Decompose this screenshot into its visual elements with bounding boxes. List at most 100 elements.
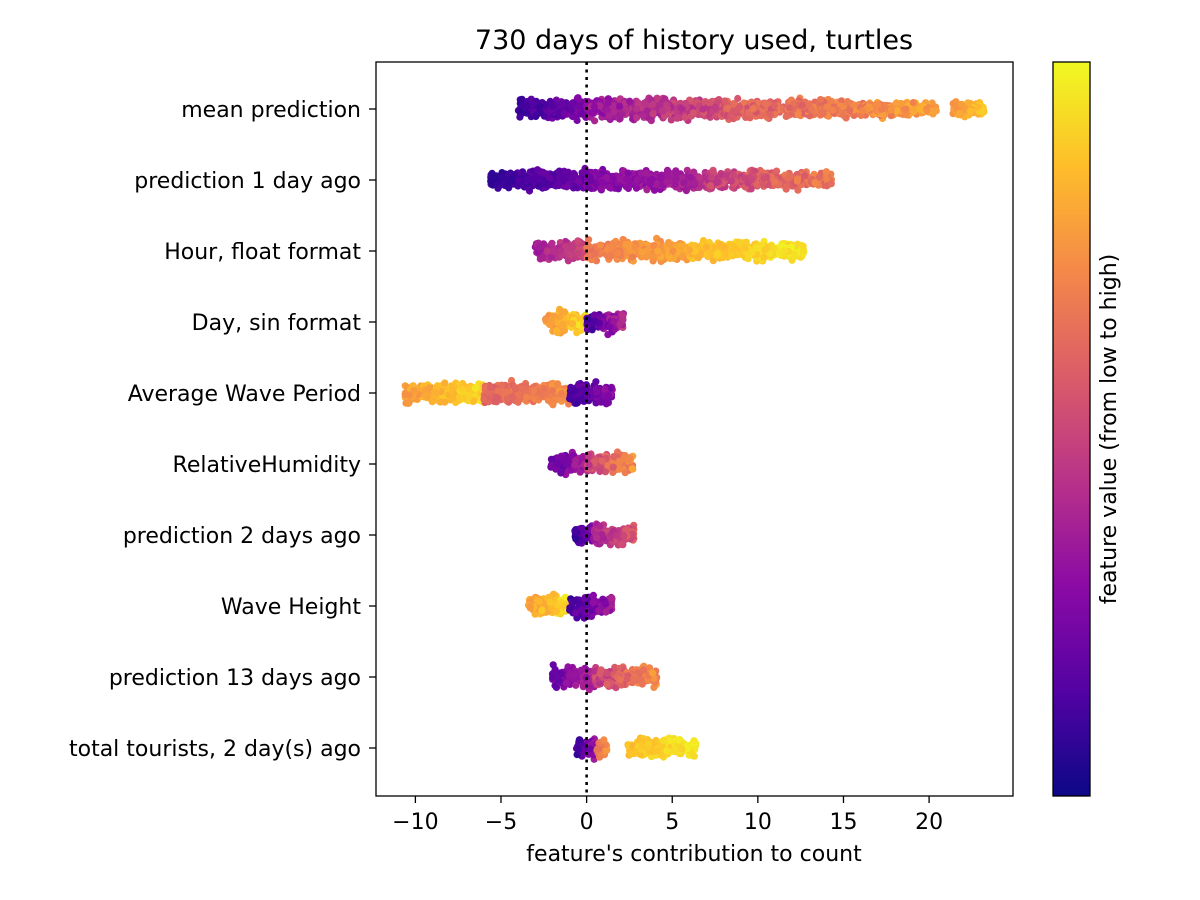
feature-points-7 — [524, 590, 616, 622]
data-point — [610, 317, 618, 325]
data-point — [638, 248, 646, 256]
data-point — [667, 116, 675, 124]
data-point — [641, 100, 650, 109]
data-point — [794, 111, 802, 119]
data-point — [657, 173, 665, 181]
data-point — [607, 243, 616, 251]
data-point — [541, 101, 550, 109]
data-point — [633, 105, 641, 113]
data-point — [823, 103, 832, 111]
data-point — [534, 182, 543, 190]
data-point — [624, 169, 632, 177]
data-point — [604, 392, 612, 400]
data-point — [549, 401, 557, 409]
data-point — [633, 114, 641, 122]
data-point — [560, 109, 568, 117]
data-point — [431, 388, 439, 397]
data-point — [628, 253, 636, 261]
data-point — [570, 182, 579, 190]
data-point — [615, 102, 624, 110]
data-point — [591, 117, 599, 125]
data-point — [486, 383, 494, 392]
data-point — [517, 102, 525, 110]
data-point — [614, 185, 622, 193]
data-point — [689, 109, 697, 117]
data-point — [887, 106, 896, 114]
data-point — [734, 94, 742, 103]
data-point — [714, 250, 722, 258]
data-point — [618, 540, 626, 549]
feature-points-3 — [542, 305, 628, 339]
data-point — [552, 607, 561, 616]
data-point — [800, 172, 809, 180]
data-point — [727, 177, 736, 185]
data-point — [572, 535, 580, 543]
data-points — [401, 94, 988, 763]
feature-points-6 — [571, 520, 638, 549]
data-point — [649, 110, 657, 118]
data-point — [909, 99, 917, 107]
data-point — [556, 313, 564, 321]
data-point — [707, 181, 715, 190]
data-point — [571, 461, 579, 469]
data-point — [465, 392, 474, 400]
data-point — [958, 100, 966, 108]
data-point — [557, 469, 565, 477]
data-point — [658, 107, 667, 115]
data-point — [557, 247, 565, 255]
data-point — [588, 109, 596, 117]
data-point — [458, 385, 467, 394]
data-point — [532, 111, 541, 119]
data-point — [535, 175, 543, 183]
data-point — [615, 457, 624, 465]
data-point — [590, 103, 599, 111]
data-point — [748, 176, 756, 184]
data-point — [672, 175, 680, 183]
data-point — [405, 391, 413, 399]
data-point — [576, 468, 584, 476]
data-point — [771, 102, 779, 110]
data-point — [510, 171, 519, 179]
data-point — [811, 179, 819, 187]
data-point — [740, 174, 748, 182]
data-point — [619, 313, 627, 321]
data-point — [404, 399, 412, 407]
data-point — [760, 174, 768, 182]
data-point — [558, 101, 566, 109]
data-point — [577, 110, 585, 118]
data-point — [682, 187, 691, 195]
data-point — [978, 108, 986, 116]
data-point — [526, 602, 534, 610]
data-point — [696, 174, 704, 182]
data-point — [749, 105, 757, 113]
data-point — [441, 398, 449, 406]
data-point — [547, 319, 555, 327]
data-point — [607, 252, 615, 260]
data-point — [782, 112, 790, 121]
data-point — [902, 105, 910, 113]
data-point — [574, 237, 582, 245]
data-point — [568, 320, 577, 328]
feature-points-0 — [514, 94, 988, 125]
feature-points-2 — [531, 234, 808, 266]
data-point — [598, 178, 606, 186]
data-point — [557, 390, 565, 398]
data-point — [643, 107, 651, 115]
data-point — [546, 174, 554, 182]
data-point — [699, 105, 707, 113]
data-point — [923, 106, 931, 114]
data-point — [573, 329, 581, 337]
data-point — [702, 243, 711, 251]
data-point — [798, 101, 806, 109]
data-point — [781, 247, 789, 255]
data-point — [785, 104, 794, 112]
data-point — [448, 384, 456, 392]
data-point — [523, 393, 531, 401]
data-point — [729, 107, 737, 116]
data-point — [761, 246, 769, 254]
data-point — [573, 528, 581, 537]
data-point — [612, 531, 621, 540]
data-point — [626, 454, 634, 462]
data-point — [480, 395, 488, 404]
